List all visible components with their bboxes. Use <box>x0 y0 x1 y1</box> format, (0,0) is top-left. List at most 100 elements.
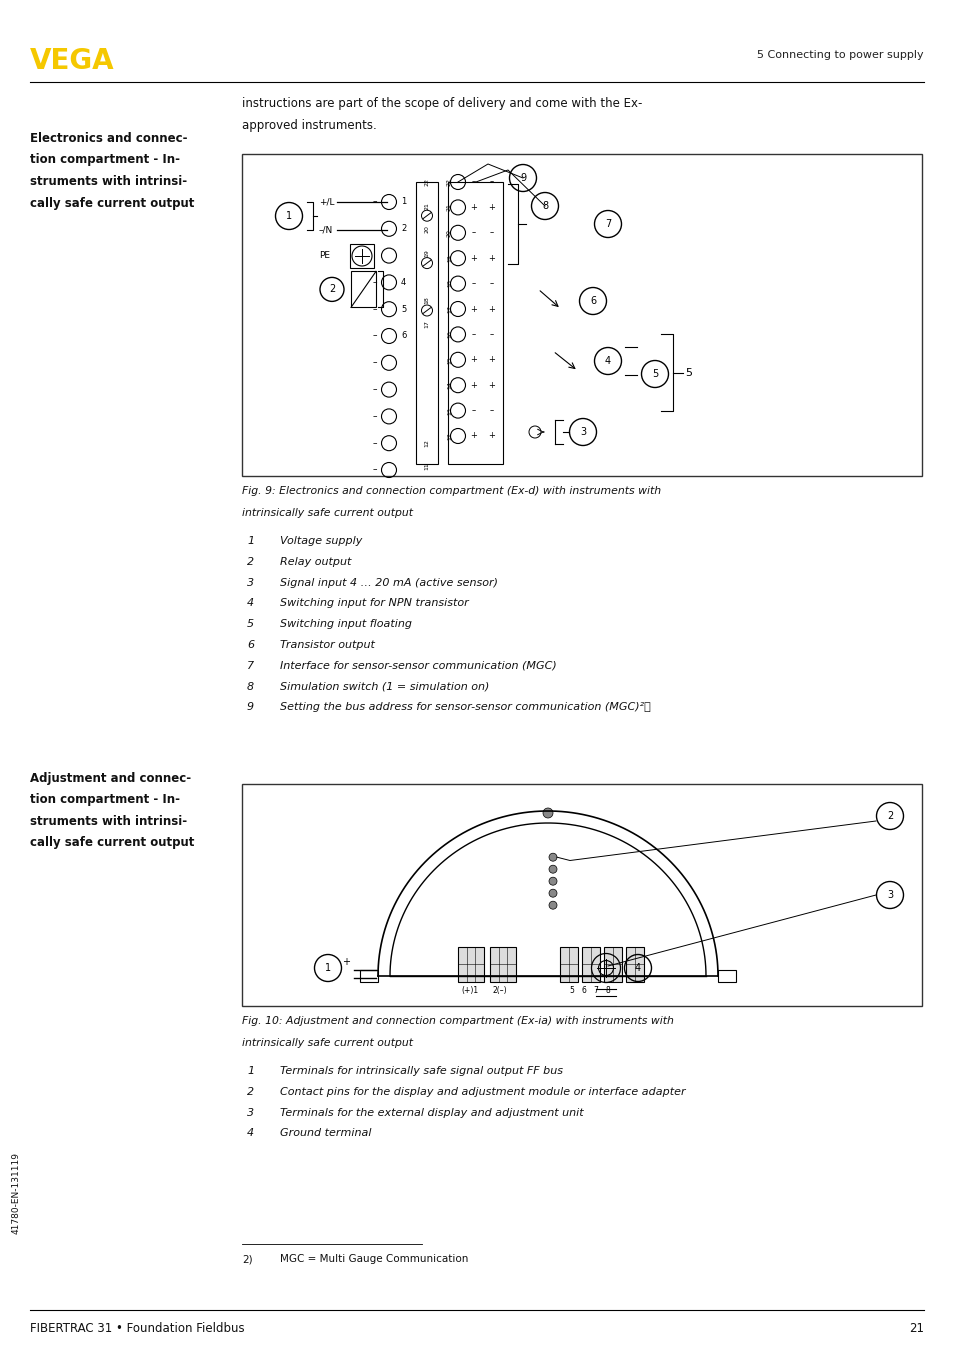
Bar <box>718 969 735 982</box>
Text: 4: 4 <box>604 356 611 366</box>
Text: –: – <box>373 466 376 474</box>
Text: 8: 8 <box>541 200 547 211</box>
Text: Setting the bus address for sensor-sensor communication (MGC)²⧣: Setting the bus address for sensor-senso… <box>280 703 650 712</box>
Text: 20: 20 <box>447 229 452 237</box>
Bar <box>359 969 377 982</box>
Text: 2(–): 2(–) <box>492 986 507 995</box>
Text: 12: 12 <box>447 432 452 440</box>
Text: Fig. 10: Adjustment and connection compartment (Ex-ia) with instruments with: Fig. 10: Adjustment and connection compa… <box>242 1016 673 1026</box>
Text: 1: 1 <box>286 211 292 221</box>
Circle shape <box>542 808 553 818</box>
Text: Fig. 9: Electronics and connection compartment (Ex-d) with instruments with: Fig. 9: Electronics and connection compa… <box>242 486 660 496</box>
Text: 1: 1 <box>325 963 331 974</box>
Text: 22: 22 <box>447 177 452 185</box>
Text: 2: 2 <box>329 284 335 294</box>
Text: 1: 1 <box>247 1066 253 1076</box>
Text: –: – <box>489 330 494 338</box>
Text: 7: 7 <box>604 219 611 229</box>
Text: intrinsically safe current output: intrinsically safe current output <box>242 1037 413 1048</box>
Text: tion compartment - In-: tion compartment - In- <box>30 153 180 167</box>
Text: 3: 3 <box>247 578 253 588</box>
Bar <box>581 946 599 982</box>
Text: 7: 7 <box>247 661 253 670</box>
Text: 3: 3 <box>247 1108 253 1117</box>
Text: 21: 21 <box>447 203 452 211</box>
Text: +: + <box>470 380 476 390</box>
Text: 17: 17 <box>424 321 429 328</box>
Bar <box>351 271 375 307</box>
Text: 2: 2 <box>400 225 406 233</box>
Text: instructions are part of the scope of delivery and come with the Ex-: instructions are part of the scope of de… <box>242 97 641 110</box>
Text: FIBERTRAC 31 • Foundation Fieldbus: FIBERTRAC 31 • Foundation Fieldbus <box>30 1322 244 1335</box>
Circle shape <box>548 853 557 861</box>
Text: Contact pins for the display and adjustment module or interface adapter: Contact pins for the display and adjustm… <box>280 1087 685 1097</box>
Text: 20: 20 <box>424 226 429 233</box>
Text: +: + <box>488 305 495 314</box>
Text: Adjustment and connec-: Adjustment and connec- <box>30 772 191 785</box>
Text: 6: 6 <box>400 332 406 340</box>
Text: 14: 14 <box>447 382 452 389</box>
Text: 5   6   7   8: 5 6 7 8 <box>569 986 610 995</box>
Text: –: – <box>373 305 376 314</box>
Text: 6: 6 <box>247 640 253 650</box>
Circle shape <box>548 890 557 898</box>
Text: –: – <box>489 229 494 237</box>
Text: Simulation switch (1 = simulation on): Simulation switch (1 = simulation on) <box>280 681 489 692</box>
Bar <box>457 946 483 982</box>
Text: struments with intrinsi-: struments with intrinsi- <box>30 815 187 829</box>
Text: 5: 5 <box>651 370 658 379</box>
Text: Relay output: Relay output <box>280 556 351 567</box>
Text: 1: 1 <box>400 198 406 207</box>
Text: +: + <box>470 305 476 314</box>
Text: –/N: –/N <box>318 226 333 234</box>
Text: 2: 2 <box>247 556 253 567</box>
Text: 4: 4 <box>635 963 640 974</box>
Text: 13: 13 <box>447 406 452 414</box>
Text: 9: 9 <box>247 703 253 712</box>
Text: Electronics and connec-: Electronics and connec- <box>30 131 188 145</box>
Text: tion compartment - In-: tion compartment - In- <box>30 793 180 807</box>
Text: +: + <box>488 432 495 440</box>
Text: 19: 19 <box>447 255 452 263</box>
Text: Ground terminal: Ground terminal <box>280 1128 371 1139</box>
Text: –: – <box>489 406 494 416</box>
Text: –: – <box>472 229 476 237</box>
Text: –: – <box>472 406 476 416</box>
Text: 5: 5 <box>684 367 691 378</box>
Text: 5: 5 <box>247 619 253 630</box>
Bar <box>625 946 643 982</box>
Text: 4: 4 <box>400 278 406 287</box>
Text: Terminals for the external display and adjustment unit: Terminals for the external display and a… <box>280 1108 583 1117</box>
Text: Switching input floating: Switching input floating <box>280 619 412 630</box>
Text: +: + <box>488 203 495 211</box>
Bar <box>350 244 374 268</box>
Text: Switching input for NPN transistor: Switching input for NPN transistor <box>280 598 468 608</box>
Text: +: + <box>488 253 495 263</box>
Text: +/L: +/L <box>318 198 335 207</box>
Text: Terminals for intrinsically safe signal output FF bus: Terminals for intrinsically safe signal … <box>280 1066 562 1076</box>
Circle shape <box>548 865 557 873</box>
Text: +: + <box>470 355 476 364</box>
Text: 19: 19 <box>424 249 429 257</box>
Text: 3: 3 <box>579 427 585 437</box>
Bar <box>416 181 437 464</box>
Text: –: – <box>373 359 376 367</box>
Text: 8: 8 <box>247 681 253 692</box>
Text: 2: 2 <box>247 1087 253 1097</box>
Text: 6: 6 <box>589 297 596 306</box>
Text: 15: 15 <box>447 356 452 364</box>
Text: 21: 21 <box>908 1322 923 1335</box>
Text: 4: 4 <box>247 598 253 608</box>
Circle shape <box>548 877 557 886</box>
Bar <box>242 784 921 1006</box>
Text: –: – <box>373 412 376 421</box>
Text: –: – <box>472 279 476 288</box>
Text: (+)1: (+)1 <box>461 986 478 995</box>
Text: –: – <box>373 385 376 394</box>
Text: –: – <box>373 332 376 340</box>
Text: intrinsically safe current output: intrinsically safe current output <box>242 508 413 517</box>
Text: +: + <box>470 203 476 211</box>
Text: cally safe current output: cally safe current output <box>30 196 194 210</box>
Text: Voltage supply: Voltage supply <box>280 536 362 546</box>
Text: –: – <box>472 177 476 187</box>
